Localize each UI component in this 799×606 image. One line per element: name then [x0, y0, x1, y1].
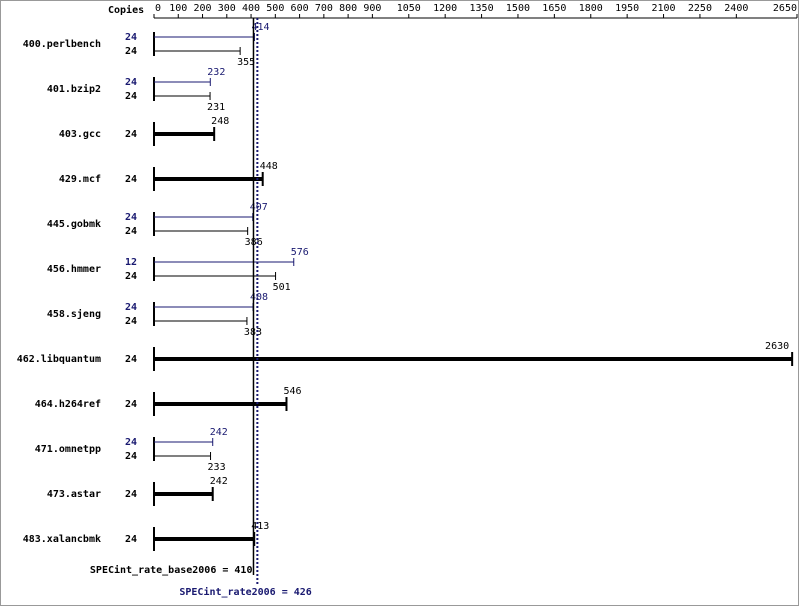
reference-label: SPECint_rate2006 = 426: [179, 586, 311, 598]
x-tick-label: 300: [218, 3, 236, 14]
copies: 24: [125, 437, 137, 448]
x-tick-label: 0: [155, 3, 161, 14]
copies: 24: [125, 32, 137, 43]
copies: 24: [125, 77, 137, 88]
value-label: 355: [237, 57, 255, 68]
copies: 24: [125, 302, 137, 313]
value-label: 414: [251, 22, 269, 33]
value-label: 501: [273, 282, 291, 293]
benchmark-label: 458.sjeng: [47, 308, 101, 320]
x-tick-label: 600: [291, 3, 309, 14]
x-tick-label: 1050: [397, 3, 421, 14]
copies: 12: [125, 257, 137, 268]
reference-label: SPECint_rate_base2006 = 410: [90, 564, 253, 576]
x-tick-label: 400: [242, 3, 260, 14]
copies: 24: [125, 174, 137, 185]
value-label: 2630: [765, 341, 789, 352]
value-label: 242: [210, 427, 228, 438]
x-tick-label: 1500: [506, 3, 530, 14]
benchmark-label: 401.bzip2: [47, 83, 101, 95]
benchmark-label: 429.mcf: [59, 174, 101, 185]
x-tick-label: 800: [339, 3, 357, 14]
benchmark-label: 473.astar: [47, 489, 101, 500]
copies: 24: [125, 129, 137, 140]
copies: 24: [125, 354, 137, 365]
copies: 24: [125, 451, 137, 462]
value-label: 413: [251, 521, 269, 532]
copies: 24: [125, 271, 137, 282]
x-tick-label: 2100: [652, 3, 676, 14]
x-tick-label: 1950: [615, 3, 639, 14]
x-tick-label: 700: [315, 3, 333, 14]
benchmark-label: 445.gobmk: [47, 219, 101, 230]
value-label: 448: [260, 161, 278, 172]
copies: 24: [125, 534, 137, 545]
value-label: 231: [207, 102, 225, 113]
copies: 24: [125, 212, 137, 223]
benchmark-label: 456.hmmer: [47, 264, 101, 275]
benchmark-label: 403.gcc: [59, 129, 101, 140]
benchmark-label: 462.libquantum: [17, 353, 101, 365]
x-tick-label: 1800: [579, 3, 603, 14]
x-tick-label: 2400: [724, 3, 748, 14]
benchmark-label: 464.h264ref: [35, 399, 101, 410]
x-tick-label: 900: [363, 3, 381, 14]
benchmark-label: 483.xalancbmk: [23, 534, 101, 545]
x-tick-label: 2250: [688, 3, 712, 14]
value-label: 233: [208, 462, 226, 473]
x-tick-label: 200: [193, 3, 211, 14]
copies: 24: [125, 489, 137, 500]
value-label: 232: [207, 67, 225, 78]
value-label: 407: [250, 202, 268, 213]
benchmark-label: 471.omnetpp: [35, 444, 101, 455]
value-label: 576: [291, 247, 309, 258]
x-tick-label: 1650: [542, 3, 566, 14]
x-tick-label: 2650: [773, 3, 797, 14]
x-tick-label: 1350: [470, 3, 494, 14]
value-label: 242: [210, 476, 228, 487]
value-label: 546: [283, 386, 301, 397]
copies: 24: [125, 91, 137, 102]
x-tick-label: 500: [266, 3, 284, 14]
copies: 24: [125, 46, 137, 57]
value-label: 408: [250, 292, 268, 303]
value-label: 248: [211, 116, 229, 127]
copies: 24: [125, 226, 137, 237]
copies: 24: [125, 399, 137, 410]
copies: 24: [125, 316, 137, 327]
x-tick-label: 1200: [433, 3, 457, 14]
x-tick-label: 100: [169, 3, 187, 14]
copies-header: Copies: [108, 4, 144, 16]
benchmark-label: 400.perlbench: [23, 39, 101, 50]
